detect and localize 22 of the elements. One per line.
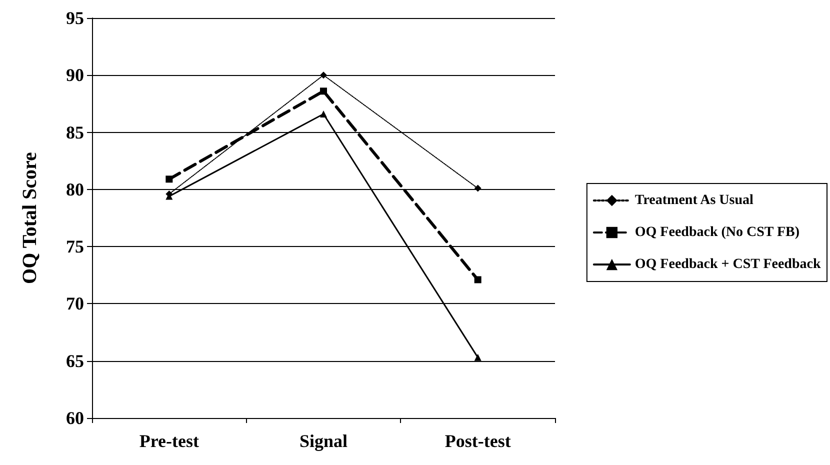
point [320,110,327,118]
point [320,88,327,95]
legend-label: OQ Feedback (No CST FB) [634,225,800,240]
y-tick-label: 60 [66,408,84,428]
y-tick-label: 90 [66,65,84,86]
y-tick-label: 75 [66,236,84,257]
y-tick-label: 70 [66,294,84,314]
x-tick-label: Post-test [444,431,511,451]
legend-label: Treatment As Usual [634,193,754,208]
y-tick-label: 85 [66,122,84,142]
y-tick-label: 80 [66,179,84,200]
x-tick-label: Pre-test [139,431,199,451]
point [474,276,482,284]
y-tick-label: 65 [66,350,84,371]
point [166,176,173,183]
point [474,354,482,361]
point [320,72,327,79]
y-axis-title: OQ Total Score [19,152,41,284]
point [474,184,482,192]
x-tick-label: Signal [299,431,348,451]
legend-label: OQ Feedback + CST Feedback [634,257,821,272]
y-tick-label: 95 [66,8,84,28]
